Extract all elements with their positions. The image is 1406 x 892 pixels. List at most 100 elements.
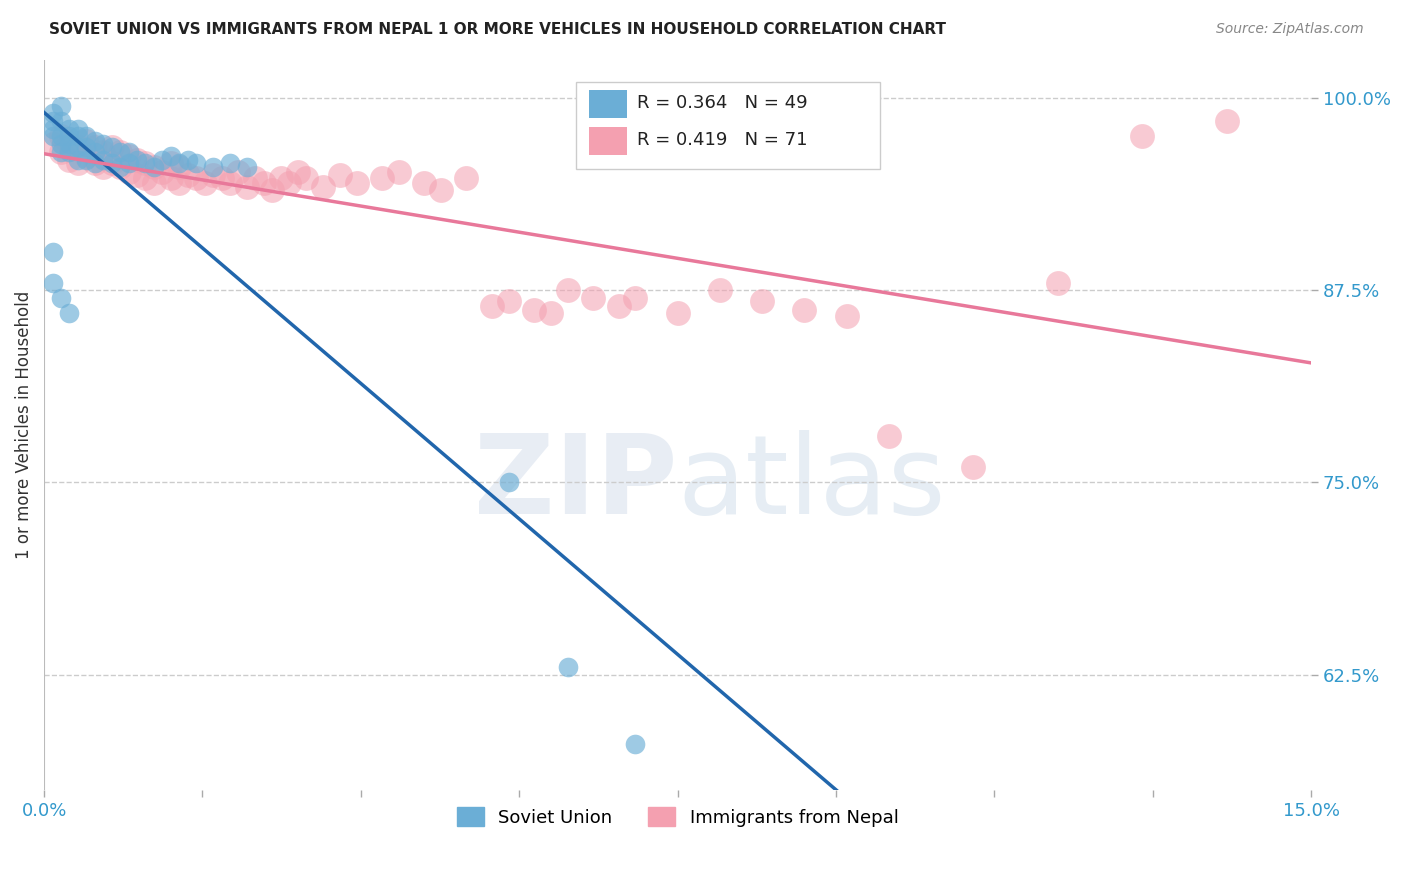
Point: [83, 145, 105, 159]
Point: [194, 176, 217, 190]
Point: [1130, 129, 1153, 144]
Point: [169, 155, 191, 169]
Point: [236, 180, 259, 194]
Point: [83, 134, 105, 148]
Point: [481, 299, 503, 313]
Point: [75, 140, 97, 154]
Point: [49, 99, 72, 113]
Point: [346, 176, 368, 190]
Point: [582, 291, 605, 305]
Point: [66, 140, 89, 154]
Point: [66, 121, 89, 136]
Point: [91, 145, 114, 159]
Point: [83, 155, 105, 169]
Point: [125, 153, 148, 167]
Point: [278, 176, 301, 190]
Point: [169, 176, 191, 190]
Point: [540, 306, 562, 320]
Point: [793, 303, 815, 318]
Point: [134, 171, 156, 186]
Point: [75, 129, 97, 144]
Point: [202, 168, 225, 182]
Point: [219, 155, 242, 169]
Point: [709, 283, 731, 297]
Point: [49, 129, 72, 144]
Point: [58, 306, 80, 320]
Point: [262, 183, 284, 197]
Point: [877, 429, 900, 443]
Text: R = 0.419   N = 71: R = 0.419 N = 71: [637, 131, 807, 149]
Point: [41, 106, 63, 120]
Point: [108, 160, 131, 174]
Point: [245, 171, 267, 186]
Point: [41, 276, 63, 290]
Point: [1215, 114, 1237, 128]
Point: [142, 160, 165, 174]
Point: [219, 176, 242, 190]
Point: [607, 299, 630, 313]
Point: [75, 153, 97, 167]
Point: [177, 168, 200, 182]
Point: [49, 291, 72, 305]
Point: [150, 153, 173, 167]
Point: [142, 176, 165, 190]
Point: [159, 171, 181, 186]
Point: [58, 137, 80, 152]
Point: [456, 171, 478, 186]
Point: [91, 153, 114, 167]
Point: [159, 149, 181, 163]
Point: [41, 114, 63, 128]
Point: [58, 129, 80, 144]
Point: [100, 155, 122, 169]
Text: R = 0.364   N = 49: R = 0.364 N = 49: [637, 95, 807, 112]
Bar: [589, 90, 627, 118]
Point: [236, 160, 259, 174]
Point: [66, 155, 89, 169]
Point: [83, 155, 105, 169]
Point: [312, 180, 335, 194]
Text: Source: ZipAtlas.com: Source: ZipAtlas.com: [1216, 22, 1364, 37]
Point: [41, 129, 63, 144]
Point: [66, 153, 89, 167]
Point: [371, 171, 394, 186]
Point: [100, 140, 122, 154]
Point: [666, 306, 689, 320]
Point: [108, 145, 131, 159]
Point: [186, 155, 208, 169]
Point: [498, 475, 520, 490]
Point: [49, 114, 72, 128]
Point: [1046, 276, 1069, 290]
Point: [186, 171, 208, 186]
Point: [58, 121, 80, 136]
Point: [41, 121, 63, 136]
Point: [91, 137, 114, 152]
Point: [150, 165, 173, 179]
Point: [557, 660, 579, 674]
Bar: [576, 81, 880, 169]
Point: [159, 155, 181, 169]
Point: [388, 165, 411, 179]
Text: SOVIET UNION VS IMMIGRANTS FROM NEPAL 1 OR MORE VEHICLES IN HOUSEHOLD CORRELATIO: SOVIET UNION VS IMMIGRANTS FROM NEPAL 1 …: [49, 22, 946, 37]
Point: [125, 153, 148, 167]
Point: [117, 165, 139, 179]
Legend: Soviet Union, Immigrants from Nepal: Soviet Union, Immigrants from Nepal: [447, 798, 908, 836]
Point: [100, 140, 122, 154]
Point: [177, 153, 200, 167]
Point: [287, 165, 309, 179]
Point: [49, 129, 72, 144]
Point: [49, 137, 72, 152]
Point: [202, 160, 225, 174]
Point: [557, 283, 579, 297]
Point: [430, 183, 453, 197]
Point: [66, 129, 89, 144]
Y-axis label: 1 or more Vehicles in Household: 1 or more Vehicles in Household: [15, 291, 32, 559]
Point: [83, 140, 105, 154]
Point: [66, 140, 89, 154]
Point: [41, 244, 63, 259]
Point: [91, 160, 114, 174]
Point: [253, 176, 276, 190]
Point: [228, 165, 250, 179]
Point: [624, 737, 647, 751]
Point: [329, 168, 352, 182]
Point: [498, 293, 520, 308]
